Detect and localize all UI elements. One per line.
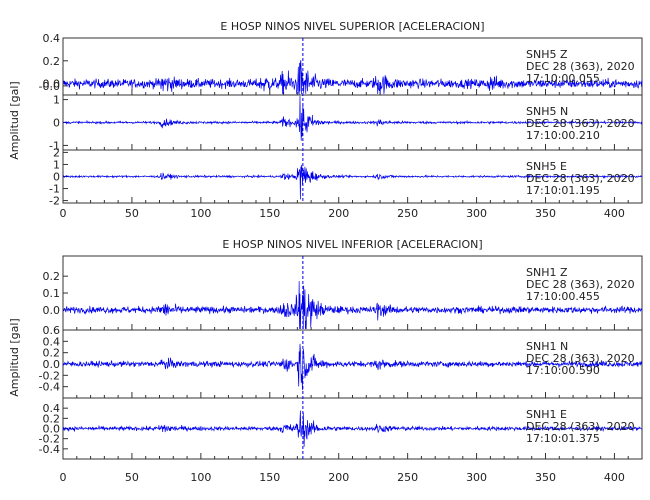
y-tick-label: -0.4	[39, 381, 60, 394]
y-tick-label: -1	[49, 183, 60, 196]
waveform-1-2	[62, 95, 643, 141]
x-tick-label: 250	[397, 471, 418, 484]
station-label-3: 17:10:00.455	[526, 290, 600, 303]
y-tick-label: 1	[53, 158, 60, 171]
y-tick-label: 0.1	[43, 287, 61, 300]
station-label-1: SNH1 N	[526, 340, 568, 353]
y-tick-label: 0.2	[43, 347, 61, 360]
y-tick-label: -0.0	[39, 80, 60, 93]
station-label-1: SNH5 Z	[526, 48, 568, 61]
y-tick-label: -0.2	[39, 433, 60, 446]
station-label-3: 17:10:00.590	[526, 364, 600, 377]
x-tick-label: 350	[535, 471, 556, 484]
x-tick-label: 150	[259, 207, 280, 220]
y-tick-label: 0	[53, 117, 60, 130]
waveform-2-3	[62, 410, 643, 447]
x-tick-label: 200	[328, 471, 349, 484]
station-label-1: SNH1 Z	[526, 266, 568, 279]
waveform-1-3	[62, 164, 643, 200]
x-tick-label: 0	[60, 471, 67, 484]
y-tick-label: -0.4	[39, 443, 60, 456]
x-tick-label: 350	[535, 207, 556, 220]
y-axis-label-1: Amplitud [gal]	[8, 81, 21, 159]
y-tick-label: 0.0	[43, 358, 61, 371]
y-tick-label: -2	[49, 195, 60, 208]
station-label-2: DEC 28 (363), 2020	[526, 278, 635, 291]
y-tick-label: 0.4	[43, 402, 61, 415]
x-tick-label: 200	[328, 207, 349, 220]
y-tick-label: 0.6	[43, 324, 61, 337]
y-tick-label: 0	[53, 171, 60, 184]
x-tick-label: 400	[604, 207, 625, 220]
waveform-1-1	[62, 60, 643, 95]
station-label-2: DEC 28 (363), 2020	[526, 420, 635, 433]
y-tick-label: 0.2	[43, 270, 61, 283]
y-tick-label: -0.2	[39, 369, 60, 382]
y-tick-label: 0.0	[43, 78, 61, 91]
station-label-1: SNH5 N	[526, 105, 568, 118]
y-tick-label: 0.0	[43, 304, 61, 317]
y-tick-label: -1	[49, 139, 60, 152]
station-label-2: DEC 28 (363), 2020	[526, 117, 635, 130]
y-tick-label: 2	[53, 146, 60, 159]
x-tick-label: 300	[466, 207, 487, 220]
y-tick-label: 0.4	[43, 335, 61, 348]
x-tick-label: 300	[466, 471, 487, 484]
station-label-1: SNH1 E	[526, 408, 567, 421]
y-tick-label: 0.4	[43, 32, 61, 45]
x-tick-label: 400	[604, 471, 625, 484]
station-label-3: 17:10:00.055	[526, 72, 600, 85]
station-label-3: 17:10:00.210	[526, 129, 600, 142]
y-tick-label: 0.2	[43, 55, 61, 68]
station-label-2: DEC 28 (363), 2020	[526, 352, 635, 365]
x-tick-label: 100	[190, 471, 211, 484]
station-label-3: 17:10:01.195	[526, 184, 600, 197]
station-label-3: 17:10:01.375	[526, 432, 600, 445]
x-tick-label: 50	[125, 207, 139, 220]
station-label-1: SNH5 E	[526, 160, 567, 173]
waveform-2-1	[62, 281, 643, 330]
x-tick-label: 0	[60, 207, 67, 220]
chart-title-2: E HOSP NINOS NIVEL INFERIOR [ACELERACION…	[222, 238, 482, 251]
x-tick-label: 250	[397, 207, 418, 220]
x-tick-label: 50	[125, 471, 139, 484]
x-tick-label: 150	[259, 471, 280, 484]
y-axis-label-2: Amplitud [gal]	[8, 318, 21, 396]
y-tick-label: 0.0	[43, 423, 61, 436]
y-tick-label: 0.2	[43, 412, 61, 425]
station-label-2: DEC 28 (363), 2020	[526, 60, 635, 73]
chart-title-1: E HOSP NINOS NIVEL SUPERIOR [ACELERACION…	[220, 20, 484, 33]
x-tick-label: 100	[190, 207, 211, 220]
y-tick-label: 1	[53, 94, 60, 107]
waveform-2-2	[62, 343, 643, 391]
station-label-2: DEC 28 (363), 2020	[526, 172, 635, 185]
